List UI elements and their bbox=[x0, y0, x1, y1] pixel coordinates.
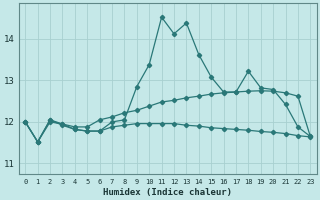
X-axis label: Humidex (Indice chaleur): Humidex (Indice chaleur) bbox=[103, 188, 232, 197]
